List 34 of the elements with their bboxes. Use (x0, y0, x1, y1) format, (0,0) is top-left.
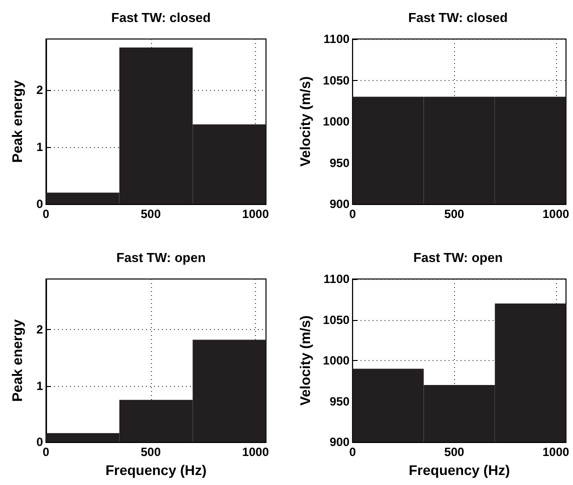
chart-title: Fast TW: closed (111, 10, 211, 25)
y-tick-label: 0 (36, 435, 44, 450)
y-tick-label: 1100 (324, 272, 350, 286)
x-tick-label: 500 (140, 207, 162, 221)
chart-title: Fast TW: closed (408, 10, 508, 25)
y-tick-label: 950 (330, 394, 350, 408)
x-tick-label: 1000 (542, 445, 570, 460)
y-tick-label: 1 (36, 378, 44, 393)
y-axis-title: Velocity (m/s) (297, 315, 313, 406)
y-tick-label: 1000 (322, 354, 350, 368)
y-tick-label: 1000 (322, 114, 350, 128)
x-axis-title: Frequency (Hz) (408, 462, 510, 478)
y-axis-title: Velocity (m/s) (297, 76, 313, 167)
y-tick-label: 900 (330, 197, 350, 211)
y-tick-label: 1050 (322, 312, 350, 327)
y-tick-label: 2 (36, 322, 44, 337)
x-tick-label: 1000 (242, 445, 270, 460)
y-axis-title: Peak energy (9, 319, 25, 402)
x-tick-label: 500 (140, 445, 162, 460)
x-tick-label: 1000 (542, 207, 570, 221)
x-axis-title: Frequency (Hz) (105, 462, 207, 478)
y-tick-label: 950 (330, 156, 350, 170)
x-tick-label: 500 (444, 445, 465, 460)
y-tick-label: 1050 (322, 73, 350, 88)
chart-title: Fast TW: open (116, 250, 206, 265)
x-tick-label: 500 (444, 207, 465, 221)
x-tick-label: 1000 (242, 207, 270, 221)
y-tick-label: 900 (330, 435, 350, 450)
chart-title: Fast TW: open (413, 250, 503, 265)
y-tick-label: 1 (36, 140, 44, 154)
y-tick-label: 2 (36, 83, 44, 98)
y-tick-label: 0 (36, 197, 44, 211)
y-tick-label: 1100 (324, 32, 350, 46)
y-axis-title: Peak energy (9, 80, 25, 163)
